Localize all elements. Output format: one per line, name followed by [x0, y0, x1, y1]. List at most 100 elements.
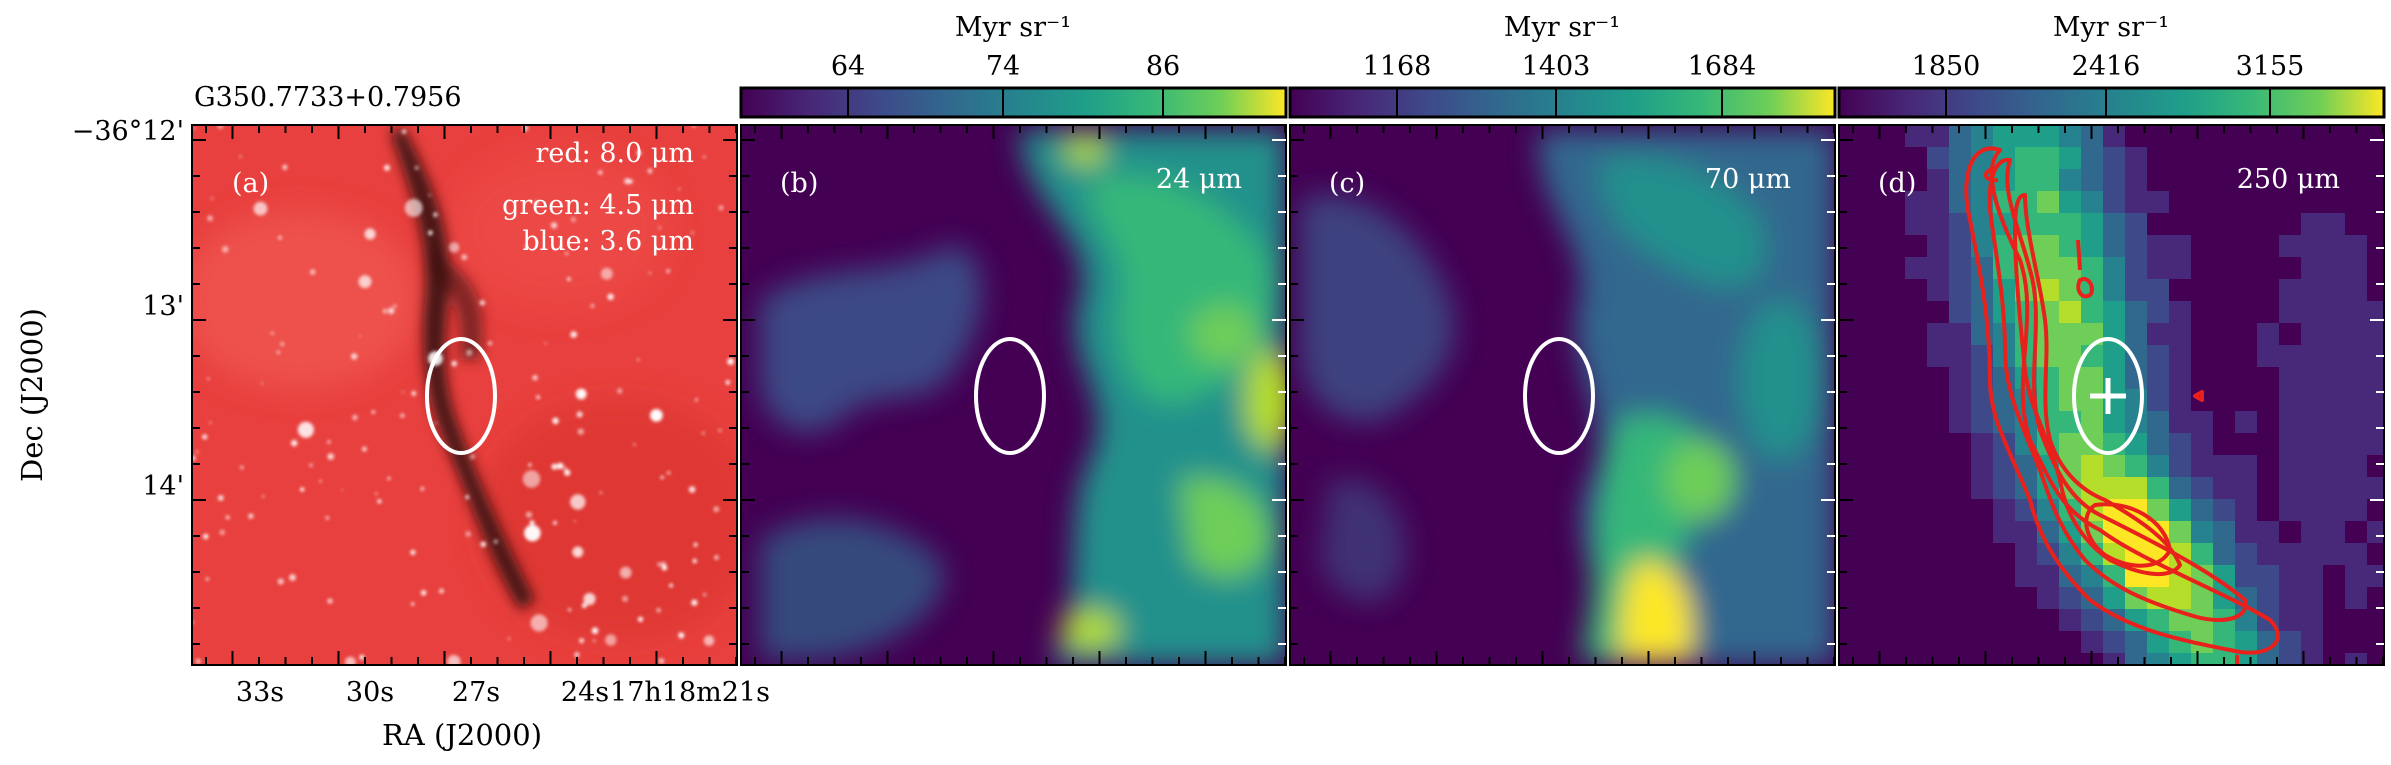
map-pixel: [1949, 631, 1972, 654]
map-pixel: [2257, 587, 2280, 610]
map-pixel: [2015, 565, 2038, 588]
map-pixel: [1927, 543, 1950, 566]
map-pixel: [2169, 191, 2192, 214]
map-pixel: [1949, 609, 1972, 632]
map-pixel: [2301, 477, 2324, 500]
map-pixel: [2345, 345, 2368, 368]
map-pixel: [1905, 147, 1928, 170]
map-pixel: [1839, 433, 1862, 456]
map-pixel: [1927, 587, 1950, 610]
star: [507, 637, 511, 640]
map-pixel: [2147, 433, 2170, 456]
map-pixel: [1883, 499, 1906, 522]
map-pixel: [2279, 411, 2302, 434]
map-pixel: [2037, 301, 2060, 324]
map-pixel: [2257, 235, 2280, 258]
map-pixel: [1993, 499, 2016, 522]
map-pixel: [2257, 389, 2280, 412]
map-pixel: [2301, 279, 2324, 302]
map-pixel: [1861, 631, 1884, 654]
star: [648, 271, 652, 275]
map-pixel: [2147, 367, 2170, 390]
map-pixel: [1905, 323, 1928, 346]
map-pixel: [2301, 257, 2324, 280]
map-pixel: [2257, 301, 2280, 324]
map-pixel: [1839, 323, 1862, 346]
map-pixel: [2323, 653, 2346, 665]
map-pixel: [2279, 257, 2302, 280]
map-pixel: [1905, 411, 1928, 434]
map-pixel: [2191, 477, 2214, 500]
map-pixel: [2191, 345, 2214, 368]
map-pixel: [2257, 323, 2280, 346]
star: [222, 246, 229, 253]
map-pixel: [2345, 455, 2368, 478]
map-pixel: [2125, 301, 2148, 324]
map-pixel: [1905, 565, 1928, 588]
xtick-4: 24s: [561, 677, 609, 708]
map-pixel: [2147, 609, 2170, 632]
star: [579, 638, 584, 644]
map-pixel: [1905, 499, 1928, 522]
map-pixel: [2301, 587, 2324, 610]
map-pixel: [2147, 477, 2170, 500]
map-pixel: [2279, 521, 2302, 544]
map-pixel: [1949, 389, 1972, 412]
map-pixel: [2367, 543, 2384, 566]
star: [581, 602, 588, 609]
star: [411, 391, 417, 396]
map-pixel: [2037, 565, 2060, 588]
panel-c-band: 70 μm: [1705, 164, 1791, 195]
map-pixel: [2059, 609, 2082, 632]
map-pixel: [2323, 477, 2346, 500]
map-pixel: [1883, 653, 1906, 665]
star: [693, 542, 698, 547]
map-pixel: [2147, 279, 2170, 302]
star: [565, 251, 569, 256]
map-pixel: [2279, 389, 2302, 412]
panel-d-band: 250 μm: [2237, 164, 2340, 195]
map-pixel: [2037, 367, 2060, 390]
colorbar-c-tick-3: 1684: [1688, 51, 1757, 82]
star: [666, 269, 671, 274]
map-pixel: [2345, 301, 2368, 324]
map-pixel: [1883, 609, 1906, 632]
map-pixel: [2301, 411, 2324, 434]
map-pixel: [2367, 609, 2384, 632]
map-pixel: [2345, 257, 2368, 280]
ytick-1: −36°12': [72, 116, 184, 147]
map-pixel: [2125, 213, 2148, 236]
map-pixel: [2235, 345, 2258, 368]
map-pixel: [2059, 147, 2082, 170]
map-pixel: [2081, 213, 2104, 236]
map-pixel: [2345, 433, 2368, 456]
map-pixel: [1927, 521, 1950, 544]
map-pixel: [1949, 213, 1972, 236]
map-pixel: [1905, 587, 1928, 610]
map-pixel: [2169, 587, 2192, 610]
map-pixel: [2235, 389, 2258, 412]
map-pixel: [1927, 257, 1950, 280]
map-pixel: [1971, 169, 1994, 192]
map-pixel: [2367, 587, 2384, 610]
star: [203, 533, 209, 540]
map-pixel: [2213, 235, 2236, 258]
map-pixel: [1949, 455, 1972, 478]
panel-b: (b) 24 μm: [740, 124, 1287, 666]
map-pixel: [2323, 191, 2346, 214]
map-pixel: [2257, 169, 2280, 192]
map-pixel: [2235, 235, 2258, 258]
map-pixel: [2147, 455, 2170, 478]
star: [352, 414, 358, 421]
map-pixel: [2213, 411, 2236, 434]
star: [371, 410, 375, 414]
map-pixel: [1861, 587, 1884, 610]
map-pixel: [2147, 169, 2170, 192]
star: [661, 561, 666, 567]
map-pixel: [2191, 213, 2214, 236]
map-pixel: [2103, 345, 2126, 368]
map-pixel: [2213, 301, 2236, 324]
map-pixel: [2213, 323, 2236, 346]
map-pixel: [1883, 345, 1906, 368]
map-pixel: [1927, 367, 1950, 390]
